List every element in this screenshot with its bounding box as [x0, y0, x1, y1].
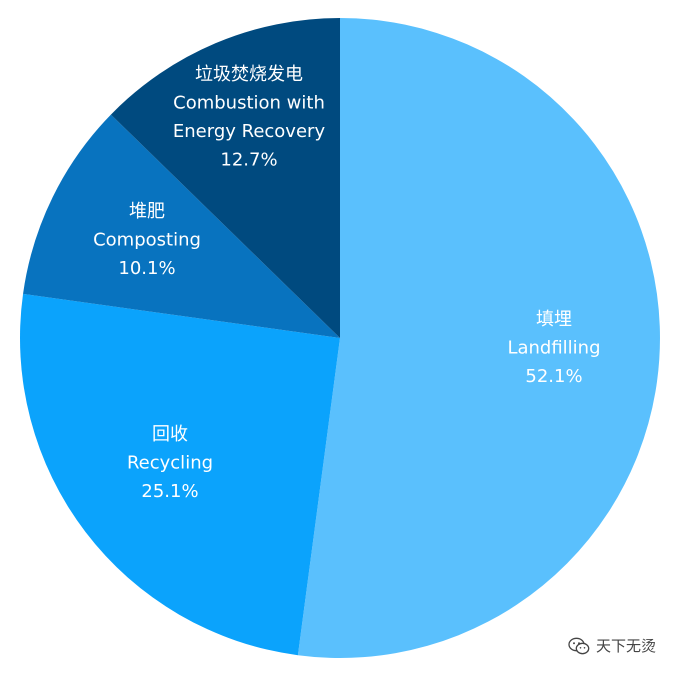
- pie-slices: [19, 18, 660, 658]
- slice-label-en: Landfilling: [507, 338, 600, 359]
- slice-value-label: 52.1%: [525, 366, 582, 387]
- slice-label-en: Energy Recovery: [173, 121, 326, 142]
- pie-slice: [19, 293, 341, 656]
- slice-label-cn: 填埋: [536, 309, 572, 330]
- slice-label-cn: 垃圾焚烧发电: [195, 64, 303, 85]
- slice-label-en: Composting: [93, 230, 201, 251]
- wechat-icon: [568, 637, 590, 654]
- slice-label-cn: 堆肥: [129, 201, 165, 222]
- pie-slice: [23, 114, 341, 338]
- pie-slice: [110, 18, 341, 338]
- watermark: 天下无烫: [568, 635, 656, 656]
- pie-slice: [297, 18, 660, 658]
- slice-label-cn: 回收: [152, 424, 188, 445]
- slice-value-label: 12.7%: [220, 150, 277, 171]
- slice-label-en: Recycling: [127, 453, 213, 474]
- pie-labels: 填埋 Landfilling 52.1% 回收 Recycling 25.1% 堆肥 Comp…: [93, 64, 600, 502]
- slice-value-label: 10.1%: [118, 258, 175, 279]
- slice-label-en: Combustion with: [173, 93, 325, 114]
- slice-value-label: 25.1%: [141, 481, 198, 502]
- watermark-text: 天下无烫: [595, 637, 656, 655]
